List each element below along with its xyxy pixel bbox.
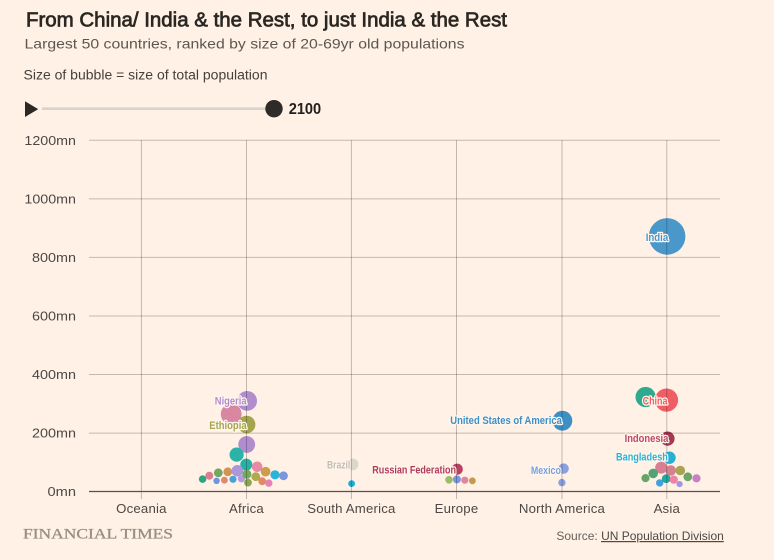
svg-text:Largest 50 countries, ranked b: Largest 50 countries, ranked by size of … <box>25 37 465 52</box>
svg-text:From China/ India & the Rest,: From China/ India & the Rest, to just In… <box>26 10 507 32</box>
svg-text:United States of America: United States of America <box>450 415 562 427</box>
svg-text:India: India <box>646 232 669 244</box>
svg-text:Mexico: Mexico <box>531 465 561 477</box>
svg-text:Indonesia: Indonesia <box>625 433 670 445</box>
svg-text:Nigeria: Nigeria <box>215 396 248 408</box>
svg-text:1000mn: 1000mn <box>24 191 76 206</box>
svg-text:200mn: 200mn <box>32 426 76 441</box>
svg-text:Asia: Asia <box>654 501 681 516</box>
svg-text:1200mn: 1200mn <box>24 133 76 148</box>
svg-text:Russian Federation: Russian Federation <box>372 465 456 477</box>
svg-text:Size of bubble = size of total: Size of bubble = size of total populatio… <box>24 67 268 82</box>
svg-text:800mn: 800mn <box>32 250 76 265</box>
svg-text:Oceania: Oceania <box>116 501 167 516</box>
svg-text:600mn: 600mn <box>32 309 76 324</box>
svg-text:Ethiopia: Ethiopia <box>209 420 247 432</box>
svg-text:400mn: 400mn <box>32 367 76 382</box>
svg-text:Bangladesh: Bangladesh <box>616 451 668 463</box>
svg-text:FINANCIAL TIMES: FINANCIAL TIMES <box>23 527 173 543</box>
svg-text:South America: South America <box>307 501 396 516</box>
svg-text:0mn: 0mn <box>48 484 77 499</box>
svg-text:China: China <box>643 395 669 407</box>
svg-text:Brazil: Brazil <box>327 460 350 472</box>
svg-text:Source: UN Population Division: Source: UN Population Division <box>556 529 723 543</box>
svg-text:Europe: Europe <box>435 501 479 516</box>
svg-text:2100: 2100 <box>289 101 322 118</box>
svg-text:North America: North America <box>519 501 606 516</box>
svg-text:Africa: Africa <box>229 501 264 516</box>
